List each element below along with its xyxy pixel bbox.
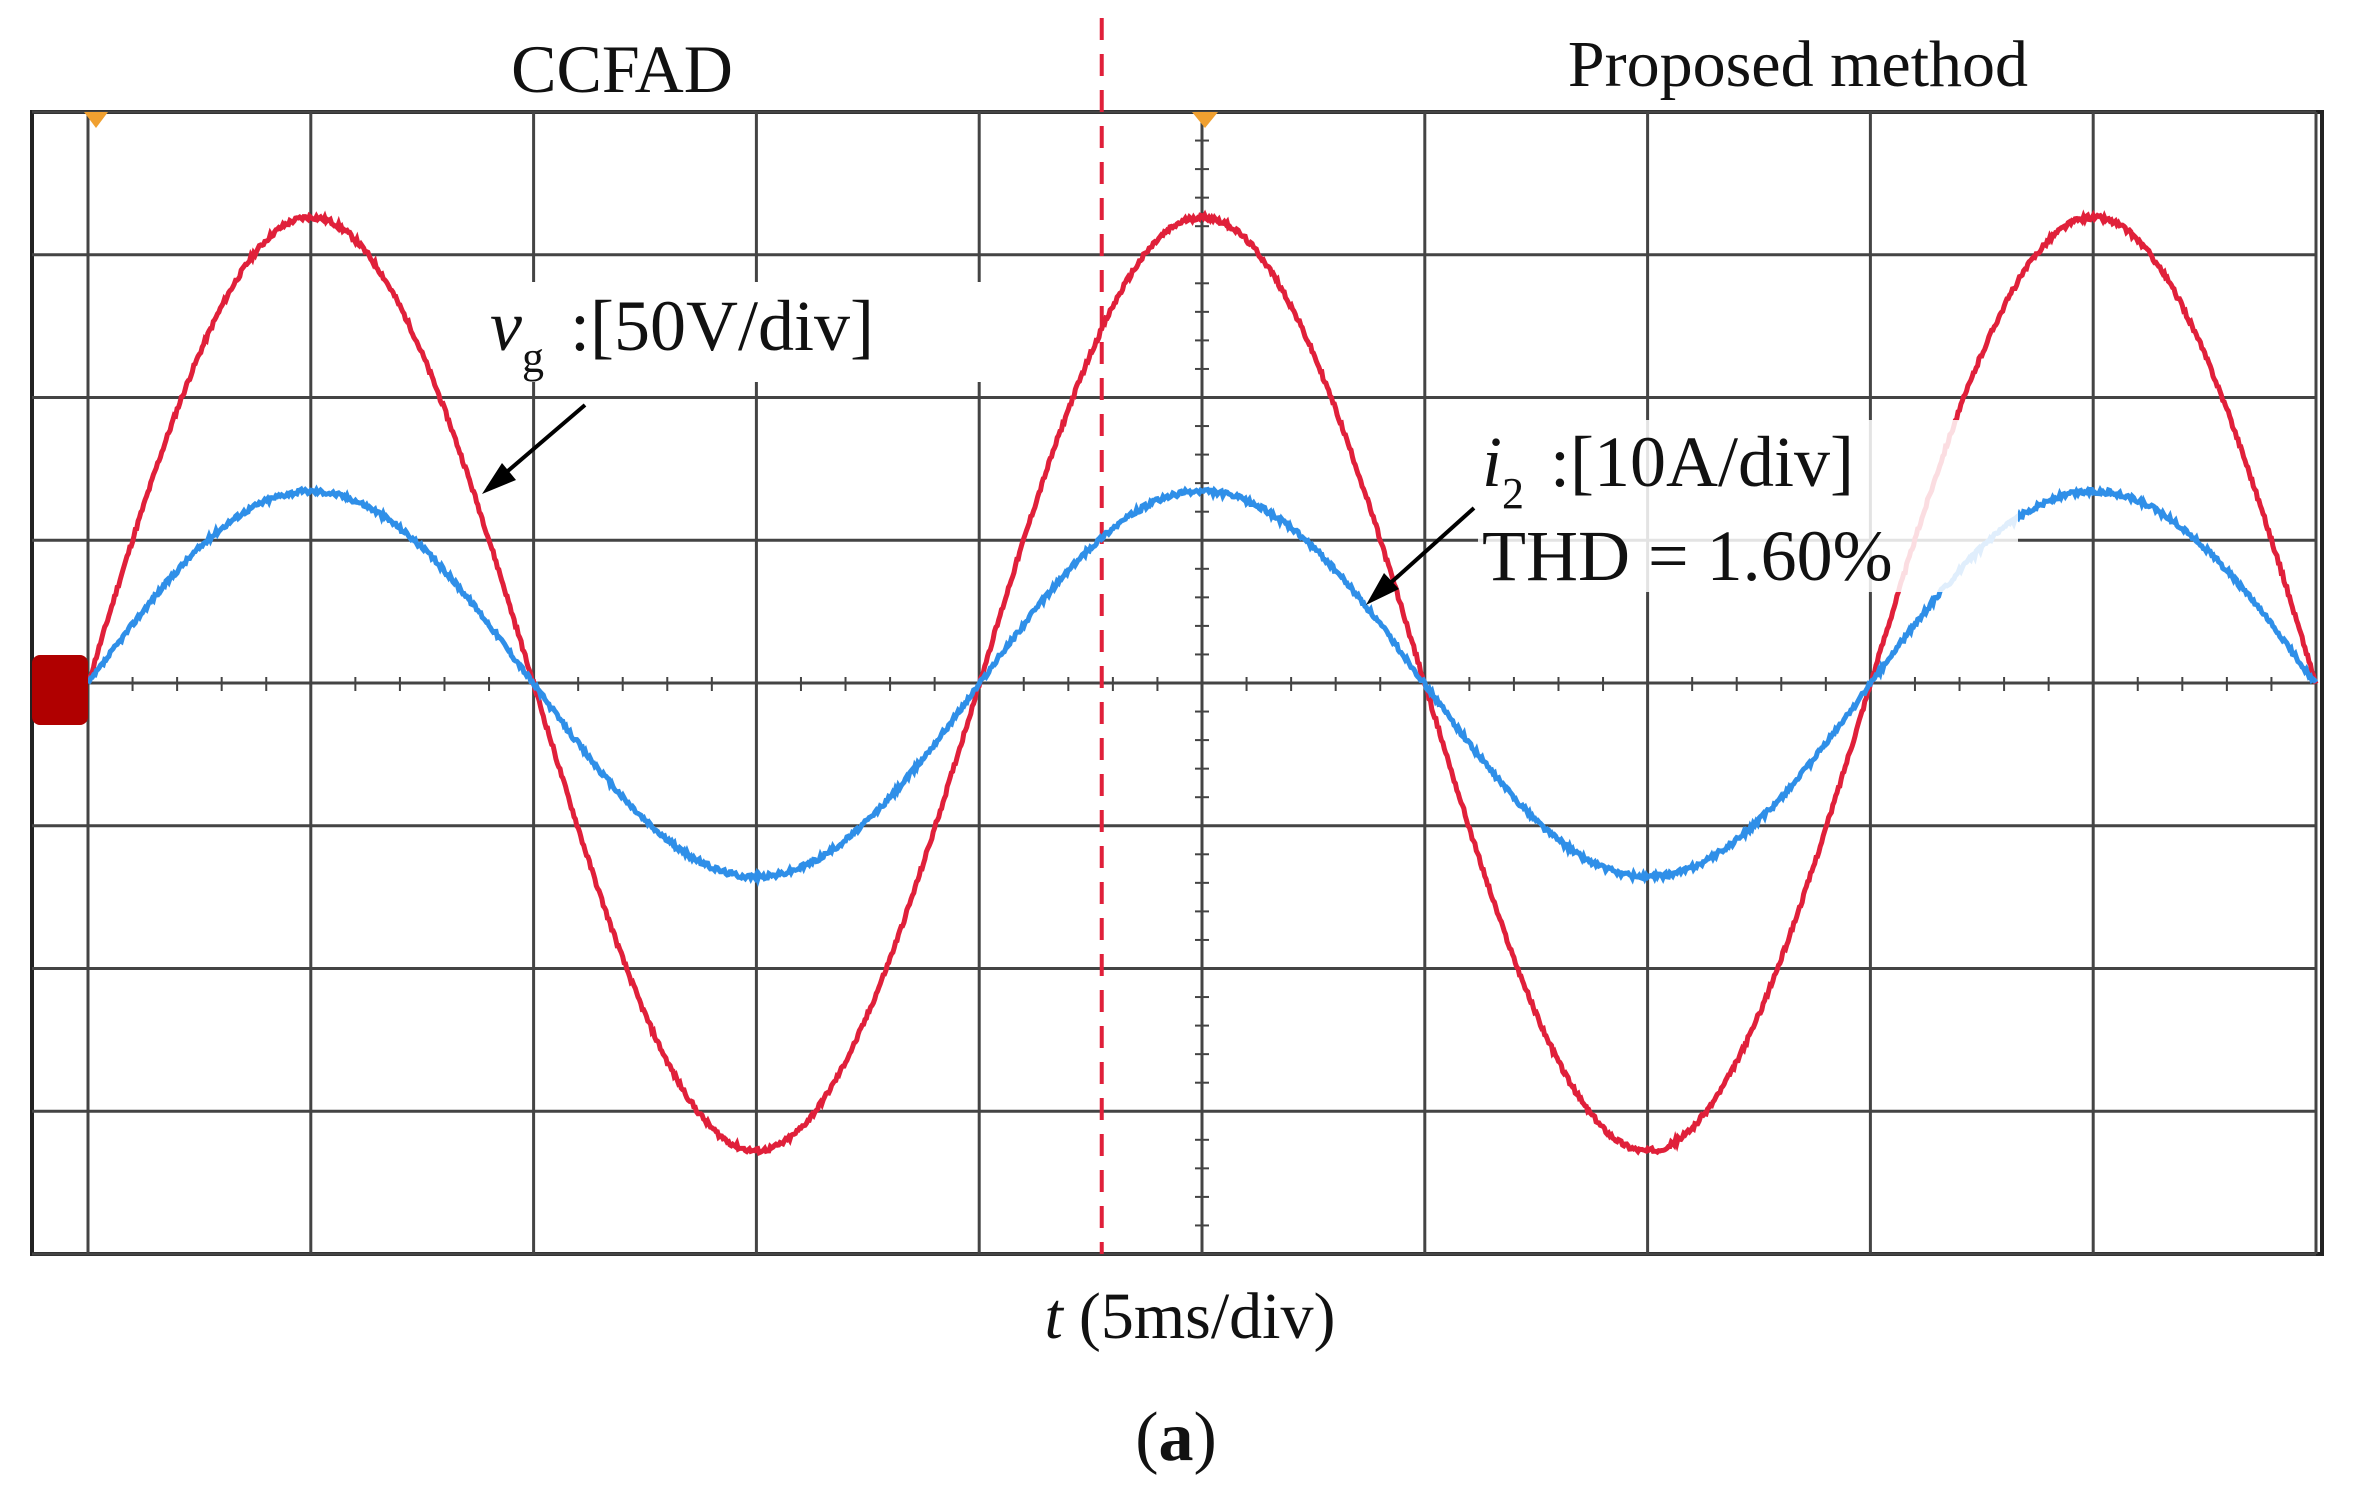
i2-label: i2 :[10A/div] (1482, 422, 1854, 518)
i2-symbol: i (1482, 422, 1502, 502)
caption-letter: a (1159, 1399, 1194, 1476)
i2-subscript: 2 (1502, 469, 1524, 518)
proposed-method-title: Proposed method (1568, 28, 2028, 101)
i2-arrow (1374, 506, 1476, 598)
trigger-marker-icon (1192, 112, 1218, 128)
thd-label: THD = 1.60% (1482, 516, 1893, 596)
vg-arrowhead (482, 463, 516, 494)
x-axis-label: t (5ms/div) (1045, 1280, 1336, 1353)
ground-marker (32, 655, 88, 725)
i2-arrowhead (1366, 573, 1399, 605)
trigger-marker-icon (84, 112, 108, 128)
i2-scale: :[10A/div] (1550, 422, 1854, 502)
vg-scale: :[50V/div] (570, 286, 874, 366)
vg-symbol: v (490, 286, 522, 366)
x-axis-variable: t (1045, 1280, 1065, 1353)
x-axis-unit: (5ms/div) (1079, 1280, 1336, 1353)
ccfad-title: CCFAD (511, 31, 733, 107)
vg-subscript: g (522, 333, 544, 382)
figure-caption: (a) (1135, 1399, 1217, 1476)
vg-label: vg :[50V/div] (490, 286, 874, 382)
